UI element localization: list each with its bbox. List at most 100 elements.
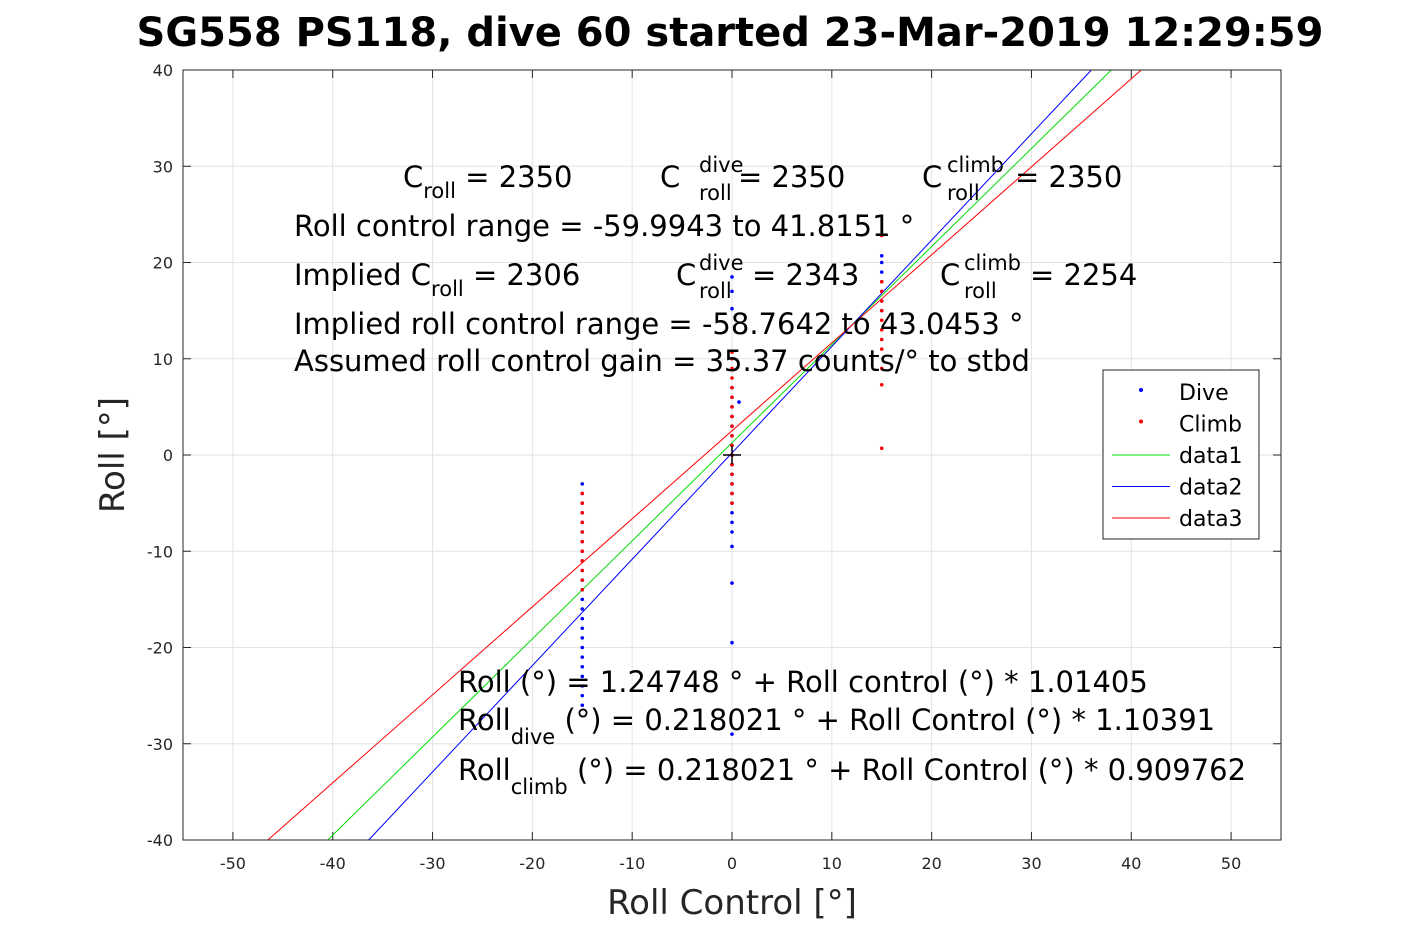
annotation-implied-climb: C	[940, 258, 960, 292]
point-climb	[879, 279, 884, 284]
annotation-implied-dive-sup: dive	[699, 251, 744, 275]
point-climb	[879, 366, 884, 371]
legend: Dive Climb data1 data2 data3	[1102, 369, 1260, 540]
point-dive	[730, 306, 734, 311]
x-tick-label: 0	[727, 854, 737, 873]
x-tick-label: 20	[921, 854, 941, 873]
point-climb	[580, 530, 585, 534]
point-climb	[730, 472, 734, 477]
tick-labels: -50 -40 -30 -20 -10 0 10 20 30 40 50 -40 -30 -20 -10 0 1…	[147, 61, 1281, 873]
point-climb	[730, 356, 734, 361]
annotation-implied-climb-sup: climb	[964, 251, 1021, 275]
series-line-data3	[267, 69, 1142, 841]
point-climb	[730, 395, 734, 400]
annotation-implied-range: Implied roll control range = -58.7642 to…	[294, 307, 1024, 341]
annotation-croll-climb-sup: climb	[947, 153, 1004, 177]
legend-label: Dive	[1179, 381, 1229, 406]
point-climb	[730, 414, 734, 419]
y-tick-label: -30	[147, 735, 173, 754]
point-dive	[580, 597, 585, 602]
point-climb	[879, 299, 884, 303]
origin-marker	[723, 446, 741, 464]
point-dive	[879, 270, 884, 274]
y-tick-label: 0	[163, 446, 173, 465]
point-climb	[879, 446, 884, 451]
point-dive	[730, 544, 734, 549]
point-dive	[580, 684, 585, 688]
legend-label: data3	[1179, 507, 1243, 532]
annotation-croll-climb-sub: roll	[947, 181, 980, 205]
point-climb	[580, 539, 585, 544]
annotation-croll-dive-sup: dive	[699, 153, 744, 177]
point-climb	[879, 328, 884, 332]
point-climb	[879, 289, 884, 294]
annotation-implied-croll: Implied Croll = 2306	[294, 258, 580, 301]
point-dive	[580, 703, 585, 708]
annotation-croll-dive: C	[660, 160, 680, 194]
annotations: Croll = 2350 C dive roll = 2350 C climb …	[294, 153, 1246, 799]
data-points	[580, 233, 884, 736]
x-axis-label: Roll Control [°]	[607, 883, 857, 923]
annotation-fit: Roll (°) = 1.24748 ° + Roll control (°) …	[458, 665, 1148, 699]
point-climb	[730, 366, 734, 371]
y-tick-label: 40	[153, 61, 173, 80]
annotation-croll-dive-sub: roll	[699, 181, 732, 205]
x-tick-label: -20	[519, 854, 545, 873]
point-dive	[580, 664, 585, 669]
annotation-croll-climb-value: = 2350	[1015, 160, 1122, 194]
point-climb	[730, 462, 734, 467]
annotation-implied-dive: C	[676, 258, 696, 292]
point-climb	[879, 233, 884, 238]
legend-marker-dive	[1139, 388, 1143, 392]
x-tick-label: 30	[1021, 854, 1041, 873]
point-climb	[730, 350, 734, 354]
plot-frame	[182, 69, 1282, 841]
x-tick-label: 50	[1221, 854, 1241, 873]
point-dive	[580, 616, 585, 621]
point-dive	[730, 732, 734, 736]
point-climb	[730, 405, 734, 409]
annotation-implied-dive-value: = 2343	[752, 258, 859, 292]
point-climb	[730, 385, 734, 390]
annotation-implied-dive-sub: roll	[699, 279, 732, 303]
point-dive	[730, 520, 734, 525]
annotation-implied-climb-sub: roll	[964, 279, 997, 303]
point-climb	[879, 337, 884, 342]
point-climb	[730, 501, 734, 505]
legend-label: Climb	[1179, 413, 1242, 438]
legend-label: data2	[1179, 476, 1243, 501]
series-line-data1	[327, 69, 1112, 841]
point-climb	[580, 491, 585, 496]
point-climb	[879, 308, 884, 313]
annotation-croll-climb: C	[922, 160, 942, 194]
legend-marker-climb	[1139, 419, 1143, 424]
point-climb	[730, 482, 734, 486]
point-climb	[580, 520, 585, 525]
point-climb	[879, 318, 884, 323]
point-climb	[580, 559, 585, 563]
y-tick-label: -10	[147, 542, 173, 561]
x-tick-label: -10	[619, 854, 645, 873]
y-tick-label: -20	[147, 639, 173, 658]
point-dive	[879, 253, 884, 258]
x-tick-label: 10	[822, 854, 842, 873]
point-dive	[580, 626, 585, 631]
point-dive	[580, 636, 585, 640]
point-dive	[730, 581, 734, 585]
point-dive	[730, 640, 734, 645]
y-tick-label: 30	[153, 157, 173, 176]
point-dive	[580, 693, 585, 698]
x-tick-label: -50	[220, 854, 246, 873]
annotation-croll: Croll = 2350	[403, 160, 573, 203]
point-climb	[580, 578, 585, 582]
point-dive	[580, 607, 585, 611]
point-dive	[580, 482, 585, 486]
point-dive	[580, 655, 585, 659]
point-climb	[730, 424, 734, 428]
point-climb	[730, 491, 734, 496]
point-climb	[730, 443, 734, 448]
point-climb	[580, 587, 585, 592]
point-climb	[580, 510, 585, 515]
y-tick-label: -40	[147, 831, 173, 850]
